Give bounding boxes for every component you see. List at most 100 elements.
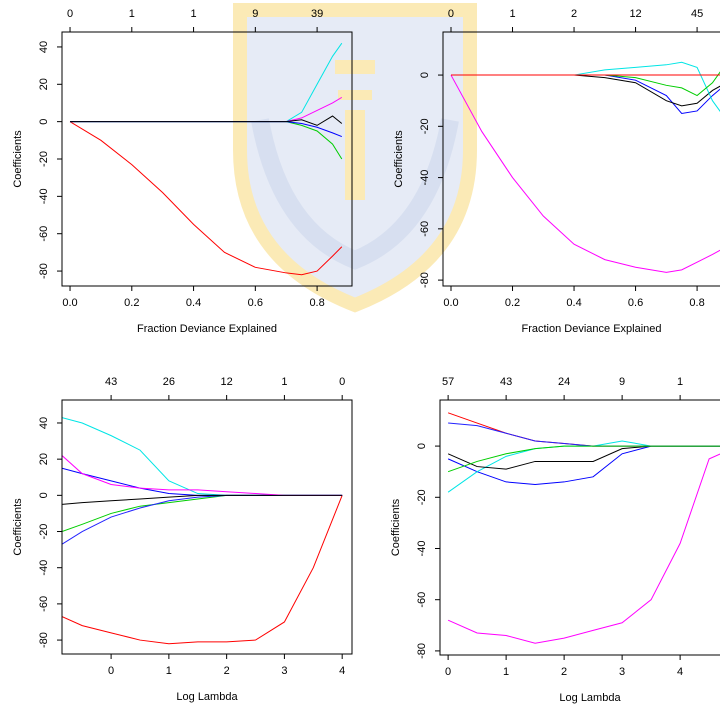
y-tick-label: -60 <box>38 226 50 242</box>
plot-frame <box>442 31 720 287</box>
top-tick-label: 57 <box>442 376 454 388</box>
y-tick-label: -60 <box>419 221 431 237</box>
watermark <box>233 3 477 313</box>
x-tick-label: 2 <box>561 666 567 678</box>
coefficient-path <box>62 494 343 545</box>
y-axis-label: Coefficients <box>12 498 24 556</box>
x-tick-label: 1 <box>503 666 509 678</box>
y-tick-label: -80 <box>416 643 428 659</box>
top-tick-label: 45 <box>691 8 703 20</box>
y-tick-label: -80 <box>38 263 50 279</box>
y-tick-label: 20 <box>38 78 50 90</box>
x-tick-label: 0 <box>108 665 114 677</box>
y-axis-label: Coefficients <box>390 498 402 556</box>
y-tick-label: -20 <box>38 151 50 167</box>
x-tick-label: 1 <box>166 665 172 677</box>
top-tick-label: 0 <box>67 8 73 20</box>
y-tick-label: 40 <box>38 41 50 53</box>
top-tick-label: 2 <box>571 8 577 20</box>
y-tick-label: 0 <box>38 492 50 498</box>
top-tick-label: 39 <box>311 8 323 20</box>
coefficient-path <box>447 440 720 493</box>
panel: 0.0 0.2 0.4 0.6 0.8 0 1 1 9 39 -80 -60 -40 -20 0 20 40 Fr… <box>12 8 353 335</box>
top-tick-label: 0 <box>448 8 454 20</box>
top-tick-label: 1 <box>509 8 515 20</box>
coefficient-path <box>62 417 343 496</box>
y-tick-label: 20 <box>38 453 50 465</box>
top-tick-label: 9 <box>619 376 625 388</box>
coefficient-path <box>69 121 343 276</box>
y-tick-label: -60 <box>38 596 50 612</box>
x-tick-label: 0.6 <box>248 297 263 309</box>
y-tick-label: -20 <box>38 524 50 540</box>
x-tick-label: 0.2 <box>124 297 139 309</box>
coefficient-path <box>450 74 720 273</box>
top-tick-label: 12 <box>221 376 233 388</box>
shield-bar <box>345 110 365 200</box>
y-tick-label: -20 <box>419 118 431 134</box>
panel: 0.0 0.2 0.4 0.6 0.80 1 2 12 45-80-60-40-200Fract… <box>393 8 720 335</box>
series-group <box>447 412 720 644</box>
x-tick-label: 4 <box>339 665 345 677</box>
top-tick-label: 43 <box>105 376 117 388</box>
x-tick-label: 0.4 <box>566 297 581 309</box>
y-tick-label: -40 <box>38 560 50 576</box>
x-tick-label: 0 <box>445 666 451 678</box>
x-tick-label: 2 <box>224 665 230 677</box>
panel: 0 1 2 3 4 57 43 24 9 1 -80 -60 -40 -20 0 Log Lambda Coef… <box>390 376 720 704</box>
x-tick-label: 0.8 <box>689 297 704 309</box>
coefficient-path <box>447 445 720 473</box>
x-axis-label: Log Lambda <box>559 692 621 704</box>
coefficient-path <box>447 412 720 447</box>
top-tick-label: 1 <box>281 376 287 388</box>
y-tick-label: 0 <box>416 443 428 449</box>
y-tick-label: -20 <box>416 489 428 505</box>
x-tick-label: 0.6 <box>628 297 643 309</box>
top-tick-label: 1 <box>677 376 683 388</box>
coefficient-path <box>451 74 720 107</box>
y-tick-label: -60 <box>416 592 428 608</box>
x-tick-label: 0.2 <box>505 297 520 309</box>
y-tick-label: -40 <box>38 188 50 204</box>
y-axis-label: Coefficients <box>393 130 405 188</box>
coefficient-path <box>62 455 343 496</box>
top-tick-label: 12 <box>629 8 641 20</box>
series-group <box>62 417 343 645</box>
coefficient-path <box>451 71 720 97</box>
coefficient-path <box>451 74 720 115</box>
shield-bar <box>338 90 372 100</box>
y-tick-label: 0 <box>38 119 50 125</box>
y-tick-label: -40 <box>419 170 431 186</box>
top-tick-label: 1 <box>129 8 135 20</box>
shield <box>233 3 477 313</box>
y-tick-label: -80 <box>419 272 431 288</box>
x-axis-label: Fraction Deviance Explained <box>521 323 661 335</box>
x-tick-label: 0.4 <box>186 297 201 309</box>
coefficient-path <box>448 422 720 447</box>
coefficient-path <box>62 494 343 505</box>
y-tick-label: -40 <box>416 541 428 557</box>
x-tick-label: 3 <box>619 666 625 678</box>
x-tick-label: 3 <box>281 665 287 677</box>
top-tick-label: 26 <box>163 376 175 388</box>
series-group <box>450 61 720 273</box>
plot-frame <box>439 399 720 656</box>
shield-bar <box>335 60 375 74</box>
x-tick-label: 0.0 <box>62 297 77 309</box>
top-tick-label: 9 <box>252 8 258 20</box>
x-tick-label: 4 <box>677 666 683 678</box>
x-axis-label: Fraction Deviance Explained <box>137 323 277 335</box>
top-tick-label: 1 <box>191 8 197 20</box>
top-tick-label: 43 <box>500 376 512 388</box>
x-tick-label: 0.0 <box>443 297 458 309</box>
y-axis-label: Coefficients <box>12 130 24 188</box>
coefficient-path <box>62 495 343 645</box>
coefficient-path <box>70 115 343 126</box>
y-tick-label: 40 <box>38 417 50 429</box>
coefficient-path <box>447 453 720 644</box>
top-tick-label: 0 <box>339 376 345 388</box>
y-tick-label: 0 <box>419 72 431 78</box>
top-tick-label: 24 <box>558 376 570 388</box>
